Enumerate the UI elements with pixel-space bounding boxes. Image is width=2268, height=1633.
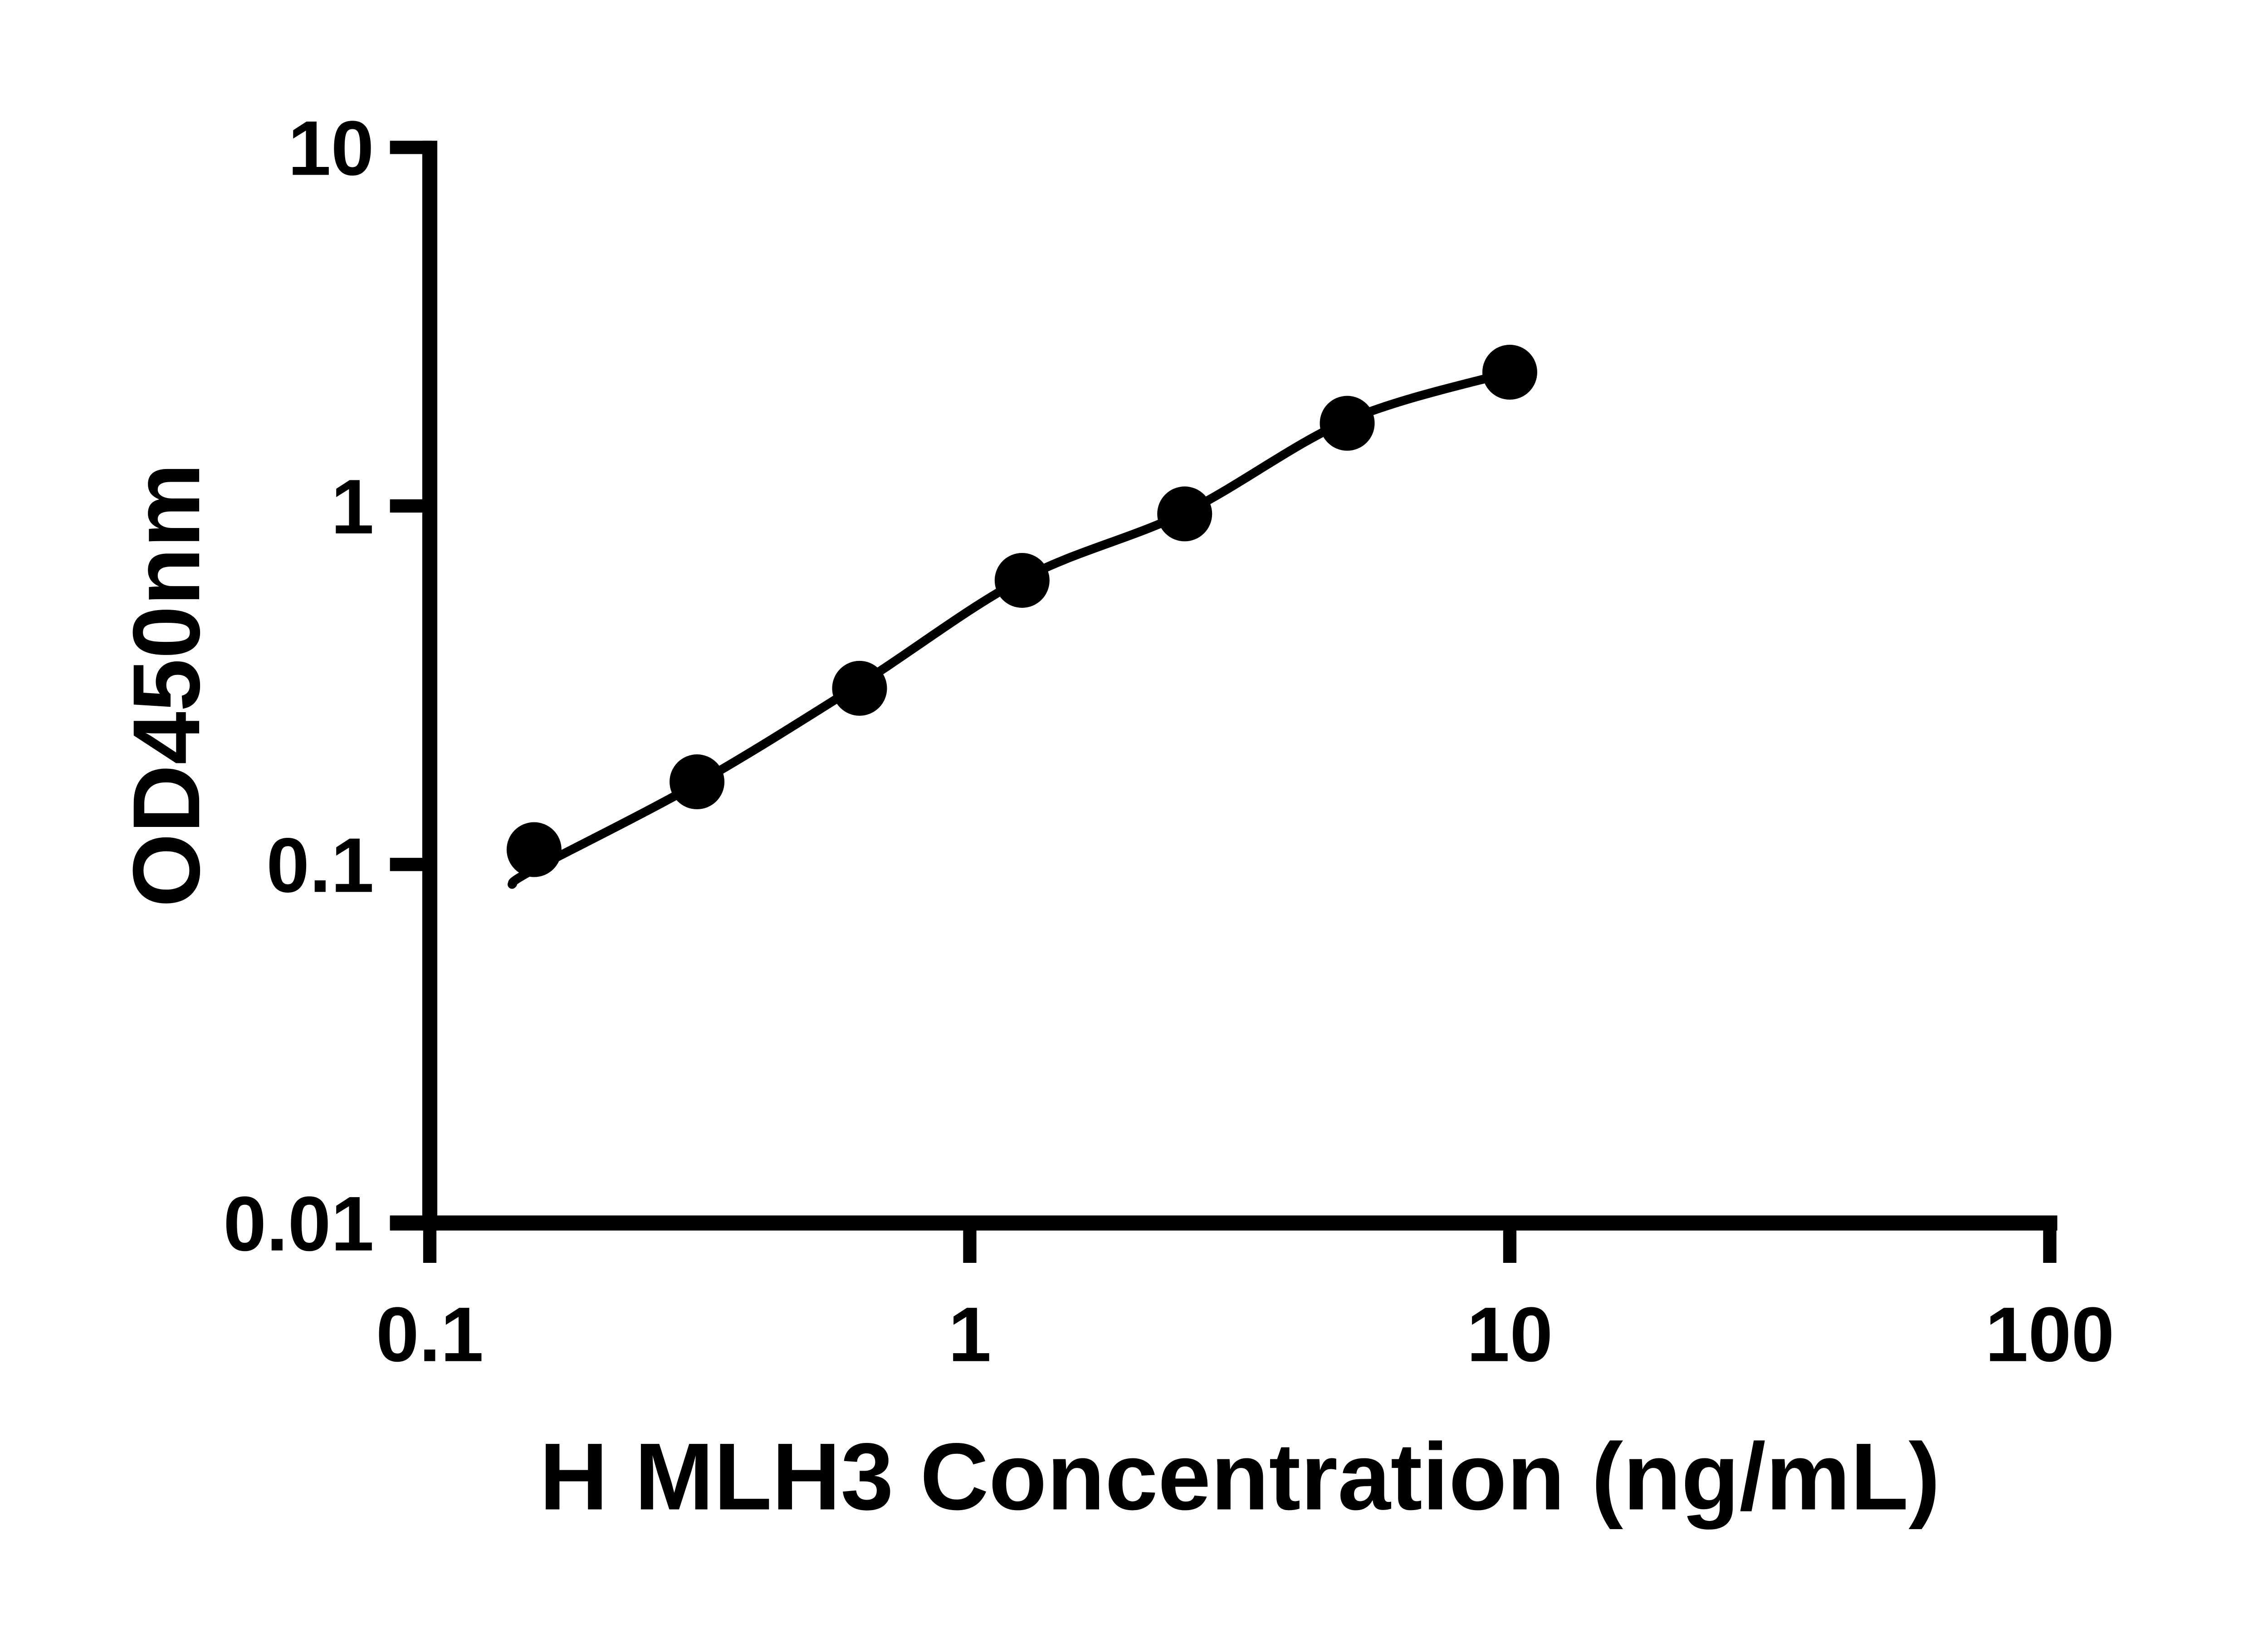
axis-ticks (390, 141, 2057, 1263)
data-point (994, 552, 1050, 608)
y-tick-label: 10 (288, 105, 374, 191)
y-axis-title: OD450nm (113, 463, 220, 907)
x-tick-label: 10 (1466, 1291, 1553, 1378)
data-point (1482, 345, 1537, 400)
axes (390, 141, 2058, 1231)
x-tick-label: 1 (948, 1291, 991, 1378)
data-point (1157, 486, 1212, 542)
x-axis-title: H MLH3 Concentration (ng/mL) (539, 1423, 1940, 1530)
x-tick-label: 0.1 (376, 1291, 484, 1378)
fit-curve-line (508, 367, 1515, 889)
x-tick-label: 100 (1985, 1291, 2114, 1378)
y-tick-label: 0.01 (223, 1181, 374, 1267)
elisa-standard-curve-figure: 0.1 1 10 100 0.01 0.1 1 10 H MLH3 Concentration… (113, 105, 2115, 1530)
data-point (832, 660, 887, 716)
y-tick-label: 1 (331, 464, 374, 550)
data-point (670, 754, 725, 810)
data-point (1320, 396, 1375, 451)
data-point (506, 822, 562, 877)
y-tick-label: 0.1 (266, 822, 374, 909)
plot-area (506, 345, 1537, 889)
